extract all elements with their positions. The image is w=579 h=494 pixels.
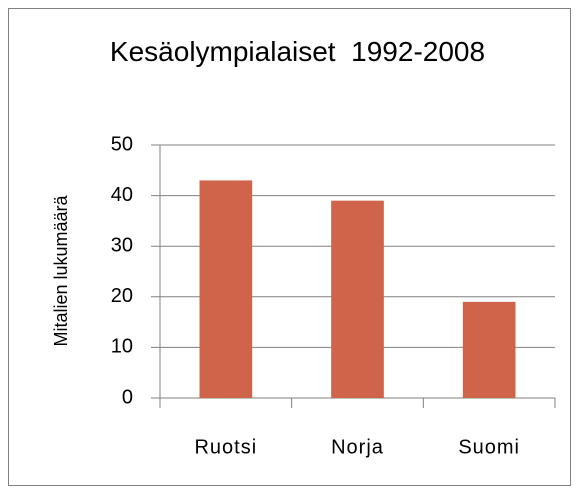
y-tick-label: 50 (111, 133, 133, 155)
x-tick-label: Suomi (458, 436, 520, 458)
y-tick-label: 0 (122, 386, 133, 408)
y-tick-label: 20 (111, 285, 133, 307)
chart-title: Kesäolympialaiset 1992-2008 (109, 36, 486, 67)
y-axis-label: Mitalien lukumäärä (51, 194, 71, 346)
y-tick-label: 10 (111, 336, 133, 358)
x-tick-label: Norja (331, 436, 384, 458)
bar (331, 200, 384, 398)
chart-border (8, 8, 571, 486)
x-tick-label: Ruotsi (194, 436, 257, 458)
y-tick-label: 40 (111, 184, 133, 206)
bar (199, 180, 253, 398)
y-tick-label: 30 (111, 234, 133, 256)
bar (462, 301, 516, 398)
